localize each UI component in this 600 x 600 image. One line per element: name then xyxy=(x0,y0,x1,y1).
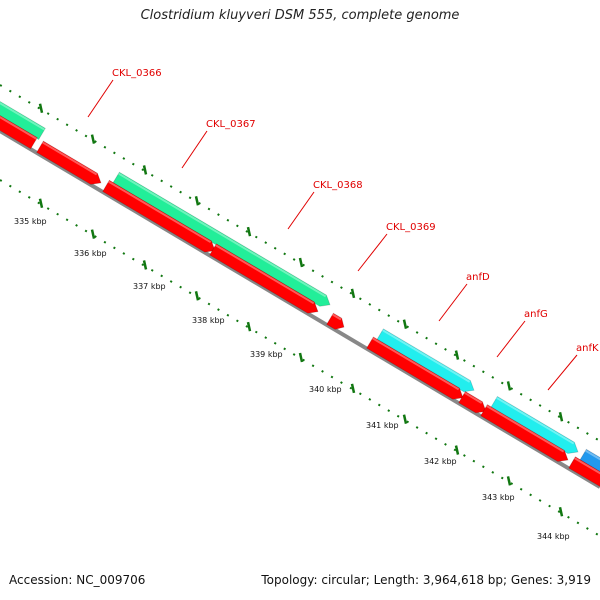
scale-label: 338 kbp xyxy=(192,316,225,325)
gene-arrow xyxy=(376,328,475,393)
major-tick xyxy=(142,165,148,175)
scale-label: 335 kbp xyxy=(14,217,47,226)
major-tick xyxy=(194,196,200,206)
genome-summary: Topology: circular; Length: 3,964,618 bp… xyxy=(261,573,591,587)
major-tick xyxy=(38,103,44,114)
cds-arrow xyxy=(326,312,345,330)
map-title: Clostridium kluyveri DSM 555, complete g… xyxy=(140,8,460,23)
gene-arrow xyxy=(490,395,579,454)
major-tick xyxy=(558,411,564,422)
gene-label: CKL_0369 xyxy=(386,222,436,233)
major-tick xyxy=(142,260,148,270)
gene-label: anfK xyxy=(576,343,599,354)
gene-label: CKL_0366 xyxy=(112,68,162,79)
scale-label: 344 kbp xyxy=(537,532,570,541)
scale-label: 337 kbp xyxy=(133,282,166,291)
major-tick xyxy=(38,198,44,209)
major-tick xyxy=(90,134,96,144)
gene-labels: CKL_0366 CKL_0367 CKL_0368 CKL_0369 anfD anfG… xyxy=(87,68,599,391)
gene-arrow xyxy=(112,171,331,307)
major-tick xyxy=(246,321,252,332)
cds-arrow xyxy=(0,110,38,150)
major-tick xyxy=(350,383,356,394)
gene-label: CKL_0368 xyxy=(313,180,363,191)
gene-arrow xyxy=(0,96,46,141)
cds-arrow xyxy=(209,243,319,314)
scale-labels: 335 kbp 336 kbp 337 kbp 338 kbp 339 kbp 340 k… xyxy=(14,217,570,541)
scale-label: 340 kbp xyxy=(309,385,342,394)
genome-backbone xyxy=(0,129,600,489)
major-tick xyxy=(454,445,460,455)
gene-label: CKL_0367 xyxy=(206,119,256,130)
cds-arrow xyxy=(458,390,487,414)
scale-label: 341 kbp xyxy=(366,421,399,430)
cds-arrow xyxy=(366,336,464,400)
cds-arrow xyxy=(36,140,102,185)
major-tick xyxy=(402,319,408,329)
scale-label: 339 kbp xyxy=(250,350,283,359)
gene-label: anfD xyxy=(466,272,490,283)
accession-label: Accession: NC_009706 xyxy=(9,573,146,587)
major-ticks xyxy=(38,103,564,517)
major-tick xyxy=(454,350,460,360)
scale-label: 342 kbp xyxy=(424,457,457,466)
cds-arrow xyxy=(480,404,569,462)
gene-arrow xyxy=(579,448,600,484)
major-tick xyxy=(298,352,304,363)
gene-features xyxy=(0,96,600,498)
major-tick xyxy=(90,229,96,239)
major-tick xyxy=(246,226,252,237)
gene-label-leader xyxy=(357,233,388,272)
major-tick xyxy=(506,476,512,486)
scale-label: 336 kbp xyxy=(74,249,107,258)
major-tick xyxy=(402,414,408,424)
gene-label-leader xyxy=(287,191,315,230)
scale-label: 343 kbp xyxy=(482,493,515,502)
gene-label-leader xyxy=(547,354,578,391)
major-tick xyxy=(506,381,512,391)
major-tick xyxy=(298,257,304,268)
major-tick xyxy=(350,288,356,299)
cds-arrow xyxy=(568,456,600,498)
gene-label-leader xyxy=(181,130,208,169)
major-tick xyxy=(194,291,200,301)
gene-label-leader xyxy=(496,320,526,358)
cds-arrow xyxy=(102,179,216,253)
gene-label-leader xyxy=(438,283,468,322)
major-tick xyxy=(558,506,564,517)
gene-label-leader xyxy=(87,79,114,118)
gene-label: anfG xyxy=(524,309,548,320)
